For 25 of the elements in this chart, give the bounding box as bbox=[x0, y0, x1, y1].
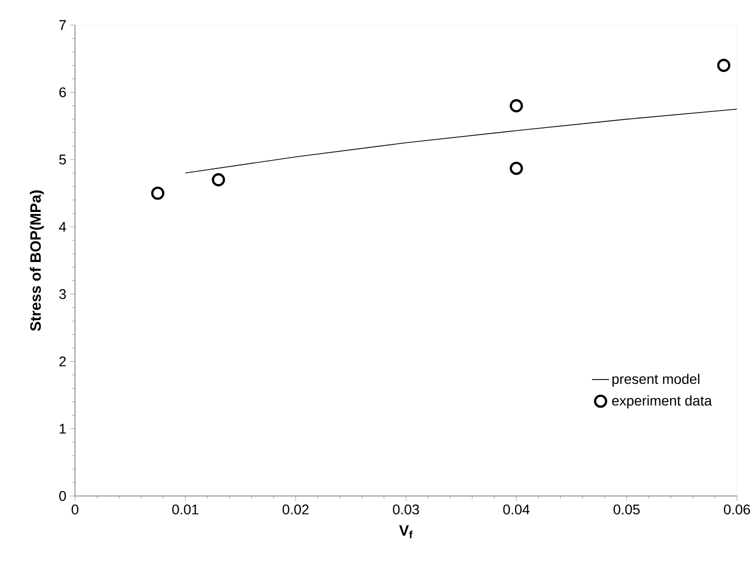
y-tick-label: 0 bbox=[59, 491, 66, 501]
y-tick-label: 6 bbox=[59, 87, 66, 98]
y-tick-label: 5 bbox=[59, 154, 66, 164]
x-tick-label: 0 bbox=[72, 504, 78, 514]
y-tick-label: 3 bbox=[59, 289, 66, 300]
point bbox=[510, 162, 523, 175]
line-series bbox=[184, 108, 737, 174]
point bbox=[510, 99, 523, 112]
point bbox=[717, 58, 730, 72]
legend-label: experiment data bbox=[612, 395, 712, 408]
x-tick-label: 0.03 bbox=[392, 504, 420, 514]
x-tick-label: 0.04 bbox=[503, 504, 530, 514]
y-tick-label: 7 bbox=[59, 20, 66, 30]
x-tick-label: 0.01 bbox=[172, 504, 198, 514]
y-tick-label: 4 bbox=[59, 222, 66, 232]
point bbox=[212, 173, 226, 186]
legend-label: present model bbox=[612, 374, 700, 387]
point bbox=[151, 186, 164, 200]
x-tick-label: 0.06 bbox=[724, 504, 750, 514]
y-axis-title: Stress of BOP(MPa) bbox=[30, 190, 44, 331]
y-tick-label: 1 bbox=[60, 424, 66, 434]
x-tick-label: 0.02 bbox=[282, 504, 309, 514]
x-tick-label: 0.05 bbox=[614, 504, 640, 514]
text: V$_{f}$ bbox=[399, 525, 413, 538]
y-tick-label: 2 bbox=[59, 356, 66, 366]
